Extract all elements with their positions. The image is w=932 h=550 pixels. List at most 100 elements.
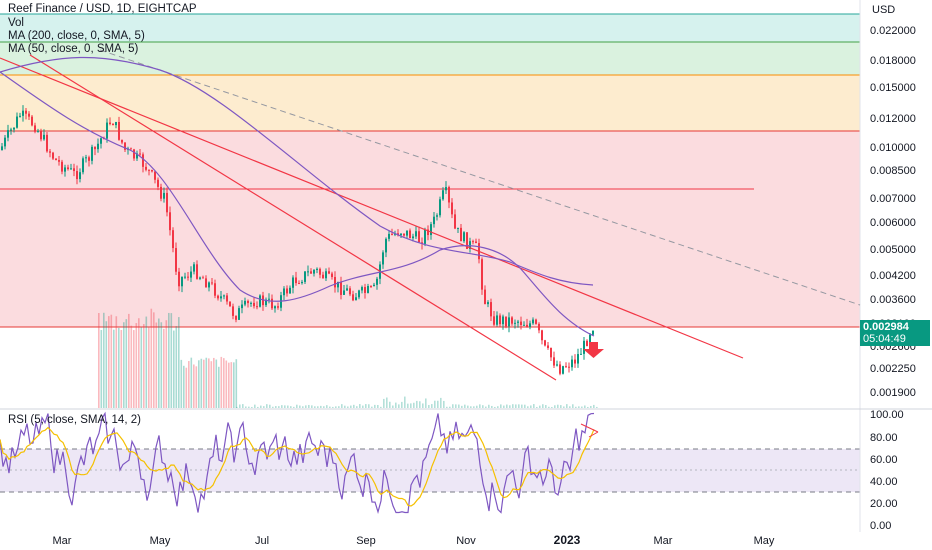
volume-bar <box>165 320 168 408</box>
volume-bar <box>545 405 547 408</box>
volume-bar <box>533 404 535 408</box>
volume-bar <box>323 406 325 408</box>
volume-bar <box>446 406 448 408</box>
candle-body <box>472 241 474 243</box>
volume-bar <box>539 405 541 408</box>
price-tick-label: 0.003600 <box>870 294 916 306</box>
candle-body <box>355 297 357 301</box>
time-tick-label: Sep <box>356 535 376 547</box>
candle-body <box>529 323 531 328</box>
candle-body <box>229 301 231 307</box>
volume-bar <box>128 313 130 408</box>
candle-body <box>7 130 9 138</box>
candle-body <box>430 224 432 236</box>
candle-body <box>424 229 426 244</box>
candle-body <box>442 190 444 200</box>
candle-body <box>334 276 336 288</box>
volume-bar <box>125 319 128 408</box>
volume-bar <box>108 316 110 408</box>
volume-bar <box>143 324 145 408</box>
volume-bar <box>392 405 394 408</box>
candle-body <box>34 125 36 132</box>
candle-body <box>571 359 573 368</box>
candle-body <box>184 276 186 278</box>
volume-bar <box>365 404 367 408</box>
volume-bar <box>113 329 115 408</box>
volume-bar <box>440 397 442 408</box>
candle-body <box>508 317 510 327</box>
candle-body <box>502 316 504 325</box>
volume-bar <box>190 357 193 408</box>
volume-bar <box>153 312 155 408</box>
candle-body <box>499 315 501 325</box>
volume-bar <box>434 400 436 408</box>
candle-body <box>223 295 225 297</box>
volume-bar <box>575 406 577 408</box>
candle-body <box>544 340 546 346</box>
time-axis-labels: Mar May Jul Sep Nov 2023 Mar May <box>53 533 775 547</box>
legend-ma200: MA (200, close, 0, SMA, 5) <box>8 30 145 42</box>
volume-bar <box>413 402 415 408</box>
candle-body <box>43 134 45 140</box>
candle-body <box>583 340 585 354</box>
candle-body <box>586 340 588 347</box>
volume-bar <box>254 404 256 408</box>
volume-bar <box>193 364 195 408</box>
candle-body <box>85 157 87 159</box>
volume-bar <box>518 404 520 408</box>
rsi-trend-2 <box>588 431 599 438</box>
volume-bar <box>530 405 532 408</box>
candle-body <box>253 302 255 307</box>
candle-body <box>310 271 312 274</box>
candle-body <box>37 130 39 132</box>
bar-countdown: 05:04:49 <box>863 333 906 345</box>
volume-bar <box>563 406 565 408</box>
volume-bar <box>205 357 208 408</box>
price-tick-label: 0.010000 <box>870 142 916 154</box>
volume-bar <box>140 327 143 408</box>
candle-body <box>319 268 321 275</box>
chart-title: Reef Finance / USD, 1D, EIGHTCAP <box>8 3 197 15</box>
volume-bar <box>395 402 397 408</box>
price-tick-label: 0.001900 <box>870 387 916 399</box>
candle-body <box>385 238 387 253</box>
volume-bar <box>455 404 457 408</box>
candle-body <box>157 179 159 187</box>
candle-body <box>517 321 519 323</box>
candle-body <box>445 187 447 191</box>
candle-body <box>562 366 564 374</box>
candle-body <box>541 330 543 341</box>
volume-bar <box>299 405 301 408</box>
volume-bar <box>572 404 574 408</box>
volume-bar <box>210 361 213 408</box>
volume-bar <box>215 359 218 408</box>
candle-body <box>19 115 21 117</box>
volume-bar <box>296 404 298 408</box>
candle-body <box>547 345 549 348</box>
volume-bar <box>170 313 173 408</box>
volume-bar <box>145 316 148 408</box>
ma200-line <box>0 56 594 286</box>
volume-bar <box>175 326 178 408</box>
zone-green <box>0 42 860 75</box>
volume-bar <box>105 321 108 408</box>
candle-body <box>73 168 75 172</box>
volume-bar <box>389 401 391 408</box>
volume-bar <box>431 404 433 408</box>
candle-body <box>343 290 345 295</box>
candle-body <box>382 252 384 265</box>
volume-bar <box>155 322 158 408</box>
volume-bar <box>527 406 529 408</box>
candle-body <box>97 143 99 150</box>
price-tick-label: 0.008500 <box>870 165 916 177</box>
candle-body <box>49 151 51 153</box>
candle-body <box>274 306 276 309</box>
volume-bar <box>506 404 508 408</box>
volume-bar <box>103 312 105 408</box>
candle-body <box>511 317 513 324</box>
candle-body <box>169 212 171 231</box>
candle-body <box>241 304 243 309</box>
volume-bar <box>168 312 170 408</box>
volume-bar <box>188 361 190 408</box>
